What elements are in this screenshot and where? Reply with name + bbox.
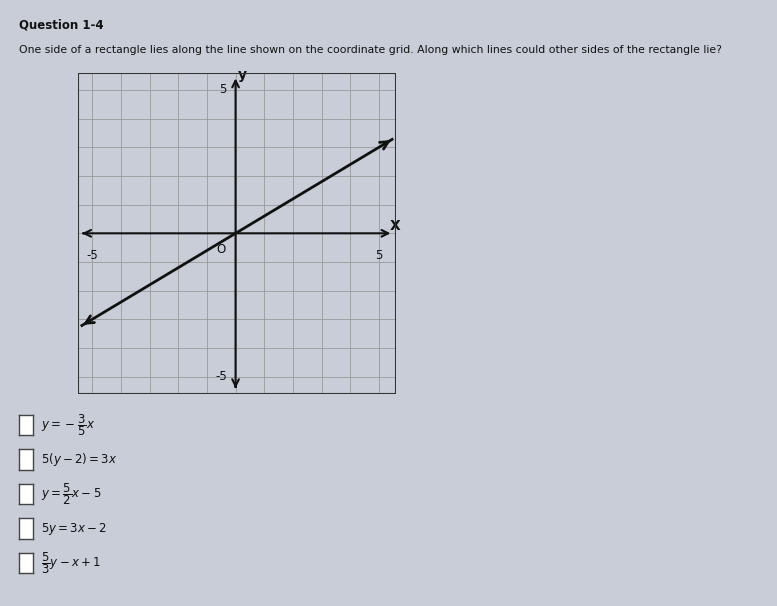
Text: $y=\dfrac{5}{2}x-5$: $y=\dfrac{5}{2}x-5$ xyxy=(41,482,102,507)
Text: 5: 5 xyxy=(220,84,227,96)
Text: $y=-\dfrac{3}{5}x$: $y=-\dfrac{3}{5}x$ xyxy=(41,413,96,438)
Text: -5: -5 xyxy=(86,249,98,262)
Text: -5: -5 xyxy=(215,370,227,383)
Text: O: O xyxy=(216,244,225,256)
Text: One side of a rectangle lies along the line shown on the coordinate grid. Along : One side of a rectangle lies along the l… xyxy=(19,45,723,56)
Text: X: X xyxy=(390,219,401,233)
Text: 5: 5 xyxy=(375,249,382,262)
Text: y: y xyxy=(237,68,246,82)
Text: $5(y-2)=3x$: $5(y-2)=3x$ xyxy=(41,451,117,468)
Text: $5y=3x-2$: $5y=3x-2$ xyxy=(41,521,107,537)
Text: $\dfrac{5}{3}y-x+1$: $\dfrac{5}{3}y-x+1$ xyxy=(41,551,101,576)
Text: Question 1-4: Question 1-4 xyxy=(19,18,104,31)
